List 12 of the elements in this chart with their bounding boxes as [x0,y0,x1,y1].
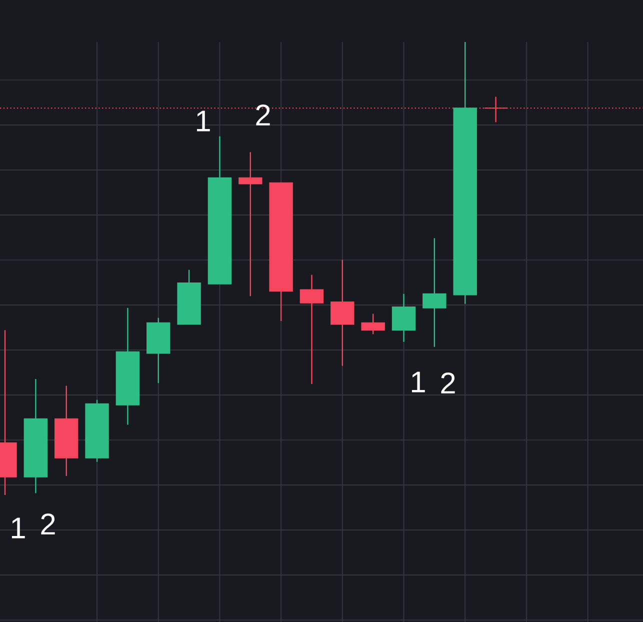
annotation: 2 [256,104,270,126]
annotation: 1 [196,110,210,132]
candlestick [361,313,385,335]
candlestick [300,274,324,385]
annotation: 2 [441,372,455,394]
candlestick [392,293,416,342]
candlestick [422,238,446,348]
candlestick [330,259,354,366]
candlestick [238,151,262,297]
annotation: 1 [412,372,425,392]
text: 1 [12,518,25,538]
text: 2 [41,514,55,534]
